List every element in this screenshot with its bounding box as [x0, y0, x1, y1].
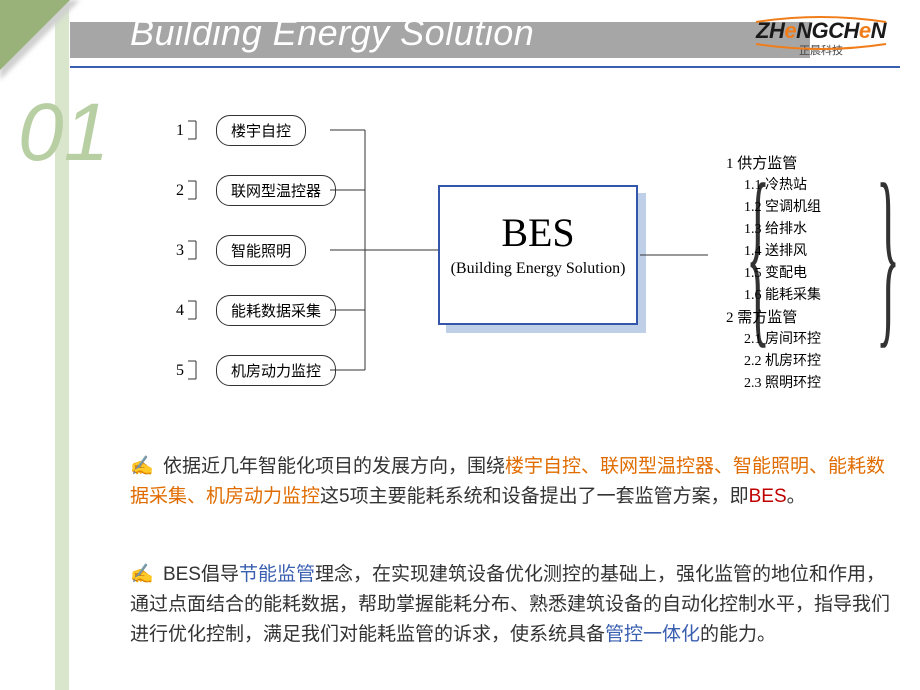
center-title: BES — [440, 209, 636, 256]
paragraph-2: ✍ BES倡导节能监管理念，在实现建筑设备优化测控的基础上，强化监管的地位和作用… — [130, 560, 890, 650]
logo-arc-bottom — [746, 42, 896, 52]
output-item: 2.1 房间环控 — [726, 329, 821, 351]
output-item: 2.2 机房环控 — [726, 351, 821, 373]
logo: ZHeNGCHeN 正晨科技 — [746, 18, 896, 58]
left-connectors — [170, 115, 440, 405]
output-item: 2.3 照明环控 — [726, 373, 821, 395]
page-title: Building Energy Solution — [130, 12, 534, 54]
center-box: BES (Building Energy Solution) — [438, 185, 638, 325]
output-heading: 1 供方监管 — [726, 153, 821, 175]
corner-triangle — [0, 0, 70, 70]
output-item: 1.4 送排风 — [726, 241, 821, 263]
logo-arc-top — [746, 14, 896, 24]
center-subtitle: (Building Energy Solution) — [440, 260, 636, 278]
brace-right-icon: } — [876, 155, 900, 355]
output-item: 1.5 变配电 — [726, 263, 821, 285]
output-heading: 2 需方监管 — [726, 307, 821, 329]
output-item: 1.1 冷热站 — [726, 175, 821, 197]
right-connector — [638, 115, 728, 405]
paragraph-1: ✍ 依据近几年智能化项目的发展方向，围绕楼宇自控、联网型温控器、智能照明、能耗数… — [130, 452, 890, 512]
output-item: 1.2 空调机组 — [726, 197, 821, 219]
section-number: 01 — [18, 86, 109, 180]
diagram: 1楼宇自控2联网型温控器3智能照明4能耗数据采集5机房动力监控 BES (Bui… — [170, 115, 870, 425]
output-list: 1 供方监管1.1 冷热站1.2 空调机组1.3 给排水1.4 送排风1.5 变… — [726, 153, 821, 395]
output-item: 1.6 能耗采集 — [726, 285, 821, 307]
output-item: 1.3 给排水 — [726, 219, 821, 241]
header-underline — [70, 66, 900, 68]
